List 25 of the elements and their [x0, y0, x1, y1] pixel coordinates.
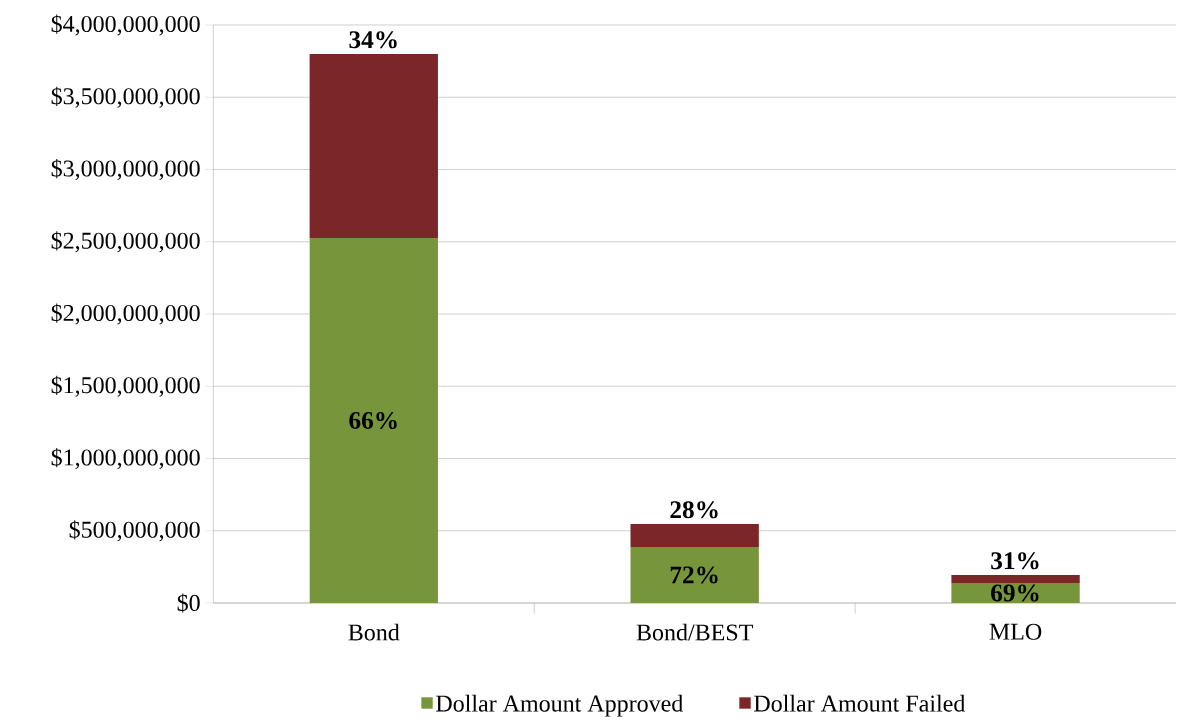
x-tick-label: Bond/BEST [636, 623, 753, 641]
y-tick-label: $4,000,000,000 [51, 14, 200, 36]
y-tick-label: $3,500,000,000 [51, 86, 200, 108]
y-tick-label: $2,000,000,000 [51, 303, 200, 325]
x-tick-label: MLO [989, 623, 1042, 640]
y-tick-label: $500,000,000 [69, 520, 200, 542]
bar [309, 237, 438, 603]
legend-label: Dollar Amount Approved [436, 694, 684, 717]
bar [951, 574, 1080, 584]
y-tick-label: $3,000,000,000 [51, 158, 200, 181]
bar [630, 523, 759, 547]
legend-label: Dollar Amount Failed [754, 694, 966, 712]
x-tick-label: Bond [348, 623, 400, 641]
y-tick-label: $1,500,000,000 [51, 375, 200, 397]
bar [309, 53, 438, 238]
annotation: 66% [349, 411, 397, 430]
bar [630, 546, 759, 603]
annotation: 34% [349, 31, 397, 49]
y-tick-label: $1,000,000,000 [51, 447, 200, 470]
annotation: 31% [991, 552, 1039, 570]
annotation: 69% [991, 584, 1039, 602]
annotation: 72% [670, 566, 718, 584]
y-tick-label: $2,500,000,000 [51, 231, 200, 253]
annotation: 28% [670, 501, 718, 519]
y-tick-label: $0 [177, 593, 200, 613]
